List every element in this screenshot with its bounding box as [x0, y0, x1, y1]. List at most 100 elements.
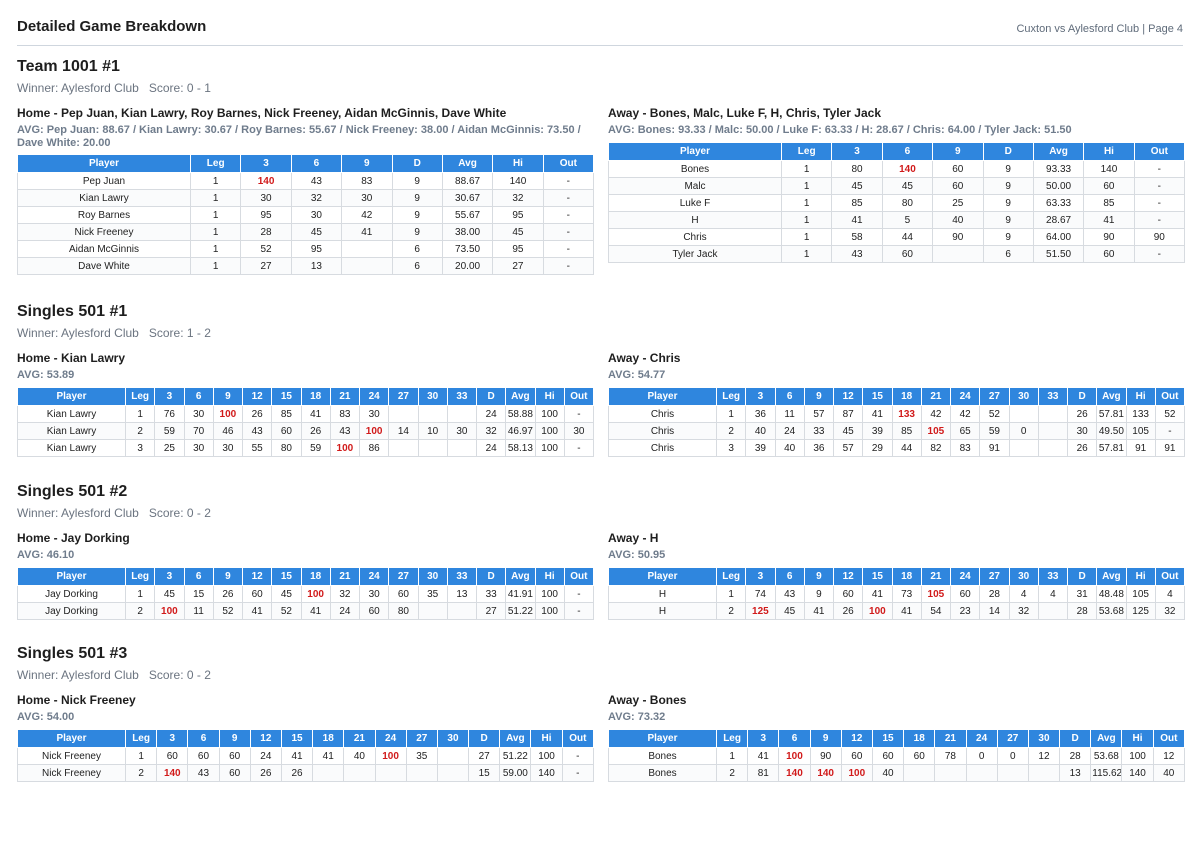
score-cell: 1 — [780, 228, 833, 246]
col-header: Avg — [1096, 567, 1127, 586]
score-cell: 0 — [965, 747, 998, 765]
score-cell: 30 — [358, 405, 390, 423]
col-header: Avg — [1032, 142, 1085, 161]
player-cell: Nick Freeney — [17, 764, 126, 782]
score-cell: 45 — [881, 177, 934, 195]
home-avg: AVG: Pep Juan: 88.67 / Kian Lawry: 30.67… — [17, 124, 581, 149]
score-cell — [417, 405, 448, 423]
score-cell: 30 — [358, 585, 390, 603]
score-cell: 2 — [715, 764, 749, 782]
col-header: Avg — [441, 154, 494, 173]
score-cell: 60 — [949, 585, 981, 603]
away-avg: AVG: 50.95 — [608, 549, 666, 561]
score-cell — [934, 764, 967, 782]
score-cell: 26 — [1066, 439, 1098, 457]
score-cell: 60 — [840, 747, 873, 765]
score-cell: 76 — [154, 405, 185, 423]
score-cell: 95 — [290, 240, 343, 258]
score-cell: 80 — [388, 602, 419, 620]
col-header: 6 — [881, 142, 934, 161]
score-cell: 42 — [920, 405, 952, 423]
player-cell: Chris — [608, 422, 717, 440]
table-row: Kian Lawry 2 59 70 46 43 60 26 43 100 14 10 30 32 46.9… — [17, 422, 595, 440]
col-header: Out — [563, 567, 595, 586]
home-title: Home - Nick Freeney — [17, 693, 136, 707]
score-cell: 100 — [1121, 747, 1154, 765]
score-cell: 6 — [391, 240, 443, 258]
score-cell: 15 — [183, 585, 214, 603]
score-cell: 30 — [183, 405, 214, 423]
table-row: Bones 1 41 100 90 60 60 60 78 0 0 12 28 53.68 100 12 — [608, 747, 1186, 765]
score-cell: 41 — [341, 223, 393, 241]
col-header: Leg — [780, 142, 833, 161]
col-header: Avg — [505, 567, 536, 586]
score-cell: 81 — [747, 764, 780, 782]
col-header: 3 — [747, 729, 780, 748]
winner-text: Winner: Aylesford Club — [17, 81, 139, 95]
table-row: Pep Juan 1 140 43 83 9 88.67 140- — [17, 172, 595, 190]
score-cell: 140 — [1121, 764, 1154, 782]
player-cell: Pep Juan — [17, 172, 191, 190]
score-cell: 27 — [492, 257, 544, 275]
score-cell: 105 — [1125, 585, 1156, 603]
player-cell: Kian Lawry — [17, 439, 126, 457]
score-cell — [446, 405, 478, 423]
score-cell: 2 — [124, 764, 158, 782]
table-row: H 1 74 43 9 60 41 73 105 60 28 4 4 31 48.48 105 4 — [608, 585, 1186, 603]
home-title: Home - Pep Juan, Kian Lawry, Roy Barnes,… — [17, 106, 507, 120]
score-cell: 59 — [300, 439, 331, 457]
score-cell: 9 — [982, 177, 1034, 195]
header-row: Player Leg 3 6 9 12 15 18 21 24 27 30 33 D Avg Hi Out — [608, 567, 1186, 586]
score-cell — [343, 764, 376, 782]
game-section-singles-1: Singles 501 #1 Winner: Aylesford Club Sco… — [17, 303, 1186, 468]
score-cell: 2 — [715, 422, 747, 440]
col-header: 18 — [300, 387, 331, 406]
score-cell: 9 — [982, 228, 1034, 246]
score-cell: - — [561, 764, 595, 782]
winner-text: Winner: Aylesford Club — [17, 668, 139, 682]
score-cell: 41 — [312, 747, 345, 765]
score-text: Score: 1 - 2 — [148, 326, 211, 340]
col-header: 33 — [1037, 387, 1069, 406]
score-cell: 30.67 — [441, 189, 494, 207]
away-title: Away - H — [608, 531, 659, 545]
score-cell: - — [542, 172, 595, 190]
score-cell: 60 — [271, 422, 302, 440]
away-score-table: Player Leg 3 6 9 D Avg Hi Out Bones 1 80 140 60 9 93.3… — [608, 142, 1186, 263]
score-cell: 41 — [831, 211, 883, 229]
col-header: 21 — [934, 729, 967, 748]
home-score-table: Player Leg 3 6 9 12 15 18 21 24 27 30 D Avg Hi Out Nick… — [17, 729, 595, 782]
score-cell: 40 — [871, 764, 905, 782]
away-panel: Away - H AVG: 50.95 Player Leg 3 6 9 12 15 18 21… — [608, 531, 1186, 620]
header-row: Player Leg 3 6 9 12 15 18 21 24 27 30 33 D Avg Hi Out — [608, 387, 1186, 406]
col-header: 15 — [862, 567, 893, 586]
score-cell: 80 — [881, 194, 934, 212]
score-cell: 4 — [1154, 585, 1186, 603]
score-cell: 12 — [1152, 747, 1186, 765]
col-header: 12 — [249, 729, 282, 748]
away-panel: Away - Chris AVG: 54.77 Player Leg 3 6 9 12 15… — [608, 351, 1186, 457]
col-header: 6 — [290, 154, 343, 173]
col-header: 3 — [240, 154, 292, 173]
score-cell: 26 — [249, 764, 282, 782]
score-cell: 100 — [530, 747, 563, 765]
score-cell: 32 — [492, 189, 544, 207]
score-cell: 53.68 — [1096, 602, 1127, 620]
score-cell: 9 — [391, 189, 443, 207]
score-cell: 86 — [358, 439, 390, 457]
score-cell: 60 — [218, 764, 251, 782]
col-header: D — [982, 142, 1034, 161]
score-cell: - — [563, 405, 595, 423]
table-row: Aidan McGinnis 1 52 95 6 73.50 95- — [17, 240, 595, 258]
score-cell: 41 — [300, 405, 331, 423]
col-header: 6 — [183, 567, 214, 586]
col-header: 3 — [745, 567, 776, 586]
game-section-singles-3: Singles 501 #3 Winner: Aylesford Club Sco… — [17, 645, 1186, 790]
score-cell: 58.88 — [505, 405, 536, 423]
score-cell: 60 — [932, 160, 984, 178]
score-cell: 59 — [154, 422, 185, 440]
score-cell: 1 — [780, 194, 833, 212]
score-cell: 50.00 — [1032, 177, 1085, 195]
score-cell: 140 — [156, 764, 189, 782]
score-cell: 41 — [862, 405, 893, 423]
